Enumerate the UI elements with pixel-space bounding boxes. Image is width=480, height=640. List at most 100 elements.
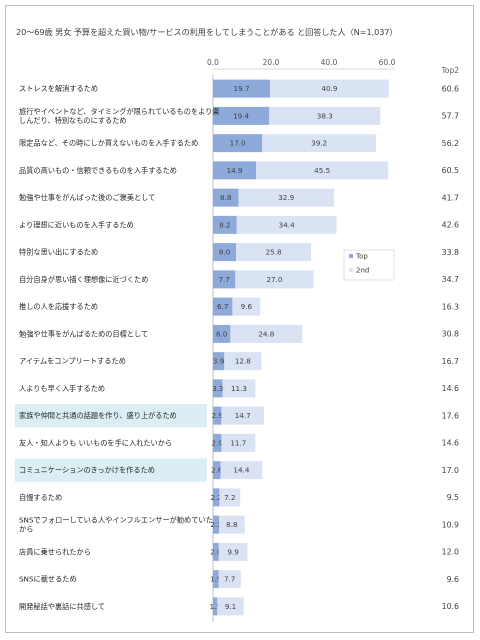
bar-value-label: 7.7: [218, 275, 229, 284]
bar-segment-top: [213, 270, 236, 289]
top2-value: 9.5: [447, 493, 459, 502]
top2-value: 16.3: [442, 302, 459, 311]
top2-value: 17.6: [442, 411, 459, 420]
bar-segment-2nd: [218, 542, 248, 561]
bar-value-label: 45.5: [314, 166, 330, 175]
category-highlight: [15, 458, 207, 482]
top2-value: 9.6: [447, 575, 459, 584]
bar-segment-top: [213, 461, 221, 480]
bar-segment-top: [213, 352, 225, 371]
bar-segment-top: [213, 597, 218, 616]
category-label: 店員に乗せられたから: [19, 547, 91, 556]
bar-value-label: 2.0: [210, 547, 222, 556]
bar-segment-2nd: [217, 597, 244, 616]
category-label: 特別な思い出にするため: [19, 248, 98, 257]
bar-value-label: 8.2: [219, 220, 230, 229]
bar-value-label: 3.9: [213, 357, 225, 366]
top2-value: 17.0: [442, 466, 459, 475]
top2-value: 34.7: [442, 275, 459, 284]
top2-value: 14.6: [442, 384, 459, 393]
category-label: より理想に近いものを入手するため: [19, 220, 134, 229]
bar-segment-2nd: [262, 134, 376, 153]
bar-value-label: 8.0: [219, 248, 231, 257]
top2-value: 57.7: [442, 112, 459, 121]
bar-value-label: 6.0: [216, 329, 228, 338]
bar-segment-top: [213, 433, 222, 452]
bar-segment-2nd: [219, 515, 245, 534]
bar-value-label: 19.4: [233, 111, 249, 120]
bar-segment-2nd: [221, 406, 265, 425]
bar-segment-top: [213, 134, 263, 153]
category-label: ストレスを解消するため: [19, 84, 98, 93]
top2-value: 60.5: [442, 166, 459, 175]
category-label: SNSに載せるため: [19, 575, 77, 584]
bar-value-label: 7.7: [224, 575, 235, 584]
bar-value-label: 17.0: [230, 139, 246, 148]
category-label: SNSでフォローしている人やインフルエンサーが勧めていたから: [19, 516, 213, 534]
bar-value-label: 7.2: [224, 493, 235, 502]
bar-value-label: 25.8: [266, 248, 282, 257]
bar-value-label: 14.7: [235, 411, 251, 420]
category-label: 人よりも早く入手するため: [19, 384, 105, 393]
bar-segment-2nd: [235, 270, 314, 289]
legend-label: 2nd: [356, 267, 369, 275]
bar-value-label: 24.8: [258, 329, 274, 338]
bar-segment-2nd: [219, 488, 241, 507]
bar-value-label: 39.2: [311, 139, 327, 148]
bar-value-label: 2.9: [211, 438, 223, 447]
bar-segment-2nd: [232, 297, 261, 316]
bar-segment-2nd: [221, 433, 256, 452]
bar-value-label: 9.6: [241, 302, 253, 311]
bar-value-label: 2.2: [210, 493, 221, 502]
legend-label: Top: [355, 253, 368, 261]
bar-segment-2nd: [269, 106, 381, 125]
bar-segment-2nd: [270, 79, 389, 98]
bar-segment-2nd: [238, 188, 334, 207]
bar-segment-top: [213, 106, 270, 125]
category-highlight: [15, 404, 207, 428]
category-label: 勉強や仕事をがんばるための目標として: [19, 329, 148, 338]
bar-value-label: 8.8: [226, 520, 238, 529]
bar-segment-top: [213, 215, 237, 234]
bar-segment-top: [213, 188, 239, 207]
bar-value-label: 9.9: [227, 547, 239, 556]
bar-value-label: 32.9: [278, 193, 294, 202]
bar-value-label: 1.5: [209, 602, 220, 611]
bar-value-label: 19.7: [234, 84, 250, 93]
category-label: 友人・知人よりも いいものを手に入れたいから: [19, 438, 172, 447]
bar-segment-top: [213, 379, 223, 398]
bar-segment-top: [213, 542, 219, 561]
top2-value: 60.6: [442, 84, 459, 93]
bar-segment-top: [213, 297, 233, 316]
category-label: 家族や仲間と共通の話題を作り、盛り上がるため: [19, 411, 177, 420]
category-label: コミュニケーションのきっかけを作るため: [19, 466, 155, 475]
bar-segment-top: [213, 161, 257, 180]
bar-value-label: 11.7: [230, 438, 246, 447]
top2-header: Top2: [441, 66, 460, 75]
top2-value: 30.8: [442, 330, 459, 339]
bar-segment-2nd: [222, 379, 256, 398]
bar-segment-top: [213, 570, 219, 589]
category-label: 自慢するため: [19, 493, 62, 502]
bar-value-label: 9.1: [225, 602, 236, 611]
category-label: 勉強や仕事をがんばった後のご褒美として: [19, 193, 155, 202]
bar-value-label: 2.6: [211, 466, 223, 475]
bar-segment-top: [213, 488, 220, 507]
legend-swatch: [349, 268, 353, 272]
top2-value: 33.8: [442, 248, 459, 257]
bar-segment-2nd: [256, 161, 389, 180]
x-tick-label: 60.0: [379, 58, 396, 67]
bar-value-label: 6.7: [217, 302, 228, 311]
bar-value-label: 40.9: [321, 84, 337, 93]
bar-value-label: 2.9: [211, 411, 223, 420]
top2-value: 56.2: [442, 139, 459, 148]
category-label: 開発秘話や裏話に共感して: [19, 602, 105, 611]
top2-value: 12.0: [442, 548, 459, 557]
top2-value: 41.7: [442, 193, 459, 202]
bar-segment-top: [213, 515, 220, 534]
bar-value-label: 12.8: [235, 357, 251, 366]
top2-value: 14.6: [442, 439, 459, 448]
bar-value-label: 3.3: [212, 384, 223, 393]
bar-segment-2nd: [218, 570, 241, 589]
bar-segment-2nd: [220, 461, 263, 480]
